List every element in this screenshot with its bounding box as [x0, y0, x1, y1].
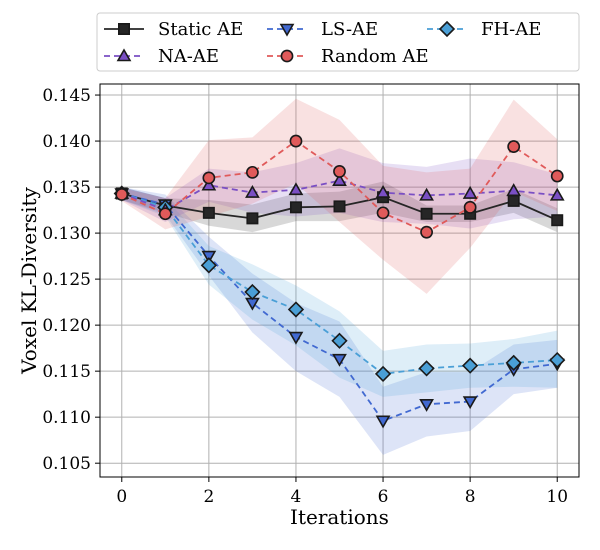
na-ae-band [121, 148, 558, 229]
ls-ae-point [375, 415, 391, 429]
random-ae-point [463, 200, 477, 214]
random-ae-point [507, 140, 521, 153]
ls-ae-point [288, 331, 304, 345]
y-tick-label: 0.145 [42, 86, 91, 106]
ls-ae-legend-marker [279, 23, 295, 37]
ls-ae-point [201, 250, 217, 264]
fh-ae-legend-label: FH-AE [481, 19, 541, 40]
static-ae-point [507, 194, 520, 207]
static-ae-point [246, 212, 259, 225]
ls-ae-band [121, 187, 558, 455]
fh-ae-point [287, 301, 305, 318]
y-axis-label: Voxel KL-Diversity [17, 186, 41, 374]
random-ae-point [550, 169, 564, 183]
x-tick-label: 10 [546, 487, 568, 507]
random-ae-point [420, 225, 433, 239]
ls-ae-point [462, 396, 478, 410]
legend: Static AE LS-AE FH-AE NA-AE Random AE [96, 12, 580, 72]
na-ae-point [506, 183, 522, 197]
na-ae-legend-label: NA-AE [158, 46, 219, 67]
y-tick-label: 0.140 [42, 132, 91, 152]
y-tick-label: 0.110 [42, 408, 91, 428]
static-ae-point [333, 200, 346, 213]
confidence-bands [121, 98, 558, 455]
na-ae-point [332, 173, 347, 186]
random-ae-point [202, 171, 216, 185]
random-ae-point [246, 165, 259, 179]
static-ae-point [289, 201, 302, 214]
fh-ae-legend-marker [438, 20, 456, 38]
fh-ae-point [549, 351, 566, 369]
y-tick-label: 0.135 [42, 178, 91, 198]
ls-ae-legend-label: LS-AE [321, 19, 378, 40]
y-tick-label: 0.130 [42, 224, 91, 244]
x-tick-label: 0 [116, 487, 127, 507]
x-tick-label: 4 [291, 487, 302, 507]
fh-ae-point [331, 332, 348, 349]
fh-ae-point [505, 354, 522, 372]
static-ae-legend-label: Static AE [158, 19, 243, 40]
na-ae-point [288, 182, 304, 196]
grid [100, 84, 579, 477]
static-ae-point [202, 206, 215, 219]
random-ae-legend-label: Random AE [321, 46, 429, 67]
random-ae-point [376, 206, 390, 220]
random-ae-point [115, 188, 129, 201]
random-ae-legend-marker [280, 49, 294, 63]
y-tick-label: 0.120 [42, 316, 91, 336]
random-ae-point [158, 207, 172, 221]
static-ae-point [420, 207, 433, 220]
ls-ae-point [419, 398, 434, 412]
plot-frame [99, 83, 580, 478]
fh-ae-point [374, 365, 392, 383]
static-ae-point [551, 214, 564, 227]
legend-box [96, 12, 580, 72]
na-ae-point [462, 185, 478, 199]
y-tick-label: 0.115 [42, 362, 91, 382]
fh-ae-point [418, 360, 435, 377]
x-tick-label: 2 [203, 487, 214, 507]
fh-ae-line [121, 192, 558, 375]
na-ae-point [245, 184, 260, 198]
x-axis-label: Iterations [290, 505, 389, 529]
na-ae-point [549, 187, 565, 201]
fh-ae-point [462, 357, 479, 374]
random-ae-point [333, 165, 346, 178]
fh-ae-band [121, 187, 558, 397]
na-ae-legend-marker [116, 48, 132, 62]
random-ae-point [289, 134, 303, 148]
x-tick-label: 6 [378, 487, 389, 507]
fh-ae-point [244, 283, 261, 301]
na-ae-point [375, 184, 391, 198]
x-tick-label: 8 [465, 487, 476, 507]
na-ae-line [121, 179, 558, 212]
random-ae-band [121, 98, 558, 294]
na-ae-point [419, 187, 434, 201]
y-tick-label: 0.105 [42, 454, 91, 474]
na-ae-point [201, 177, 217, 191]
axis-ticks: 0 2 4 6 8 10 0.105 0.110 0.115 0.120 0.125 0.130 0.1… [42, 86, 568, 507]
static-ae-legend-marker [118, 22, 131, 35]
y-tick-label: 0.125 [42, 270, 91, 290]
fh-ae-point [200, 257, 217, 274]
ls-ae-point [332, 353, 347, 367]
series-markers [113, 134, 566, 429]
